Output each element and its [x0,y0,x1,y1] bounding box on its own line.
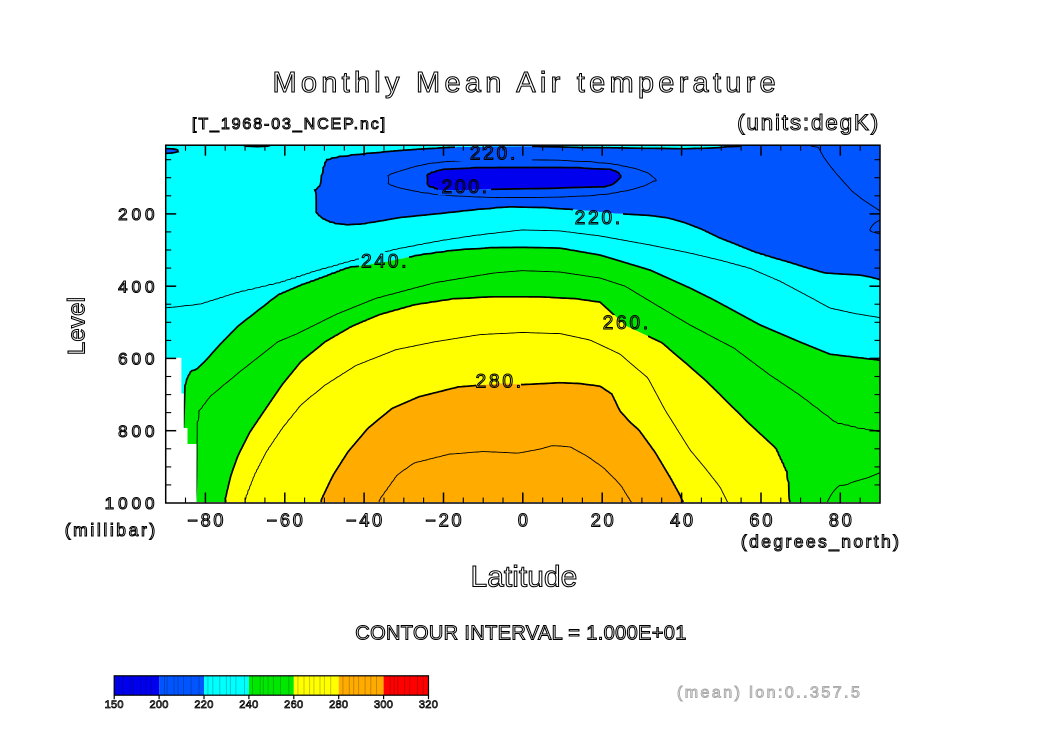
svg-text:400: 400 [118,277,158,296]
svg-text:240.: 240. [361,251,409,272]
svg-text:−40: −40 [346,511,385,531]
svg-text:Latitude: Latitude [471,561,578,594]
svg-text:150: 150 [105,699,124,711]
svg-text:(millibar): (millibar) [65,520,158,540]
svg-text:300: 300 [374,699,393,711]
svg-text:220.: 220. [575,208,623,229]
svg-text:220: 220 [194,699,213,711]
svg-text:1000: 1000 [105,494,159,513]
svg-text:Level: Level [64,297,91,355]
svg-text:280: 280 [329,699,348,711]
svg-text:Monthly Mean Air temperature: Monthly Mean Air temperature [272,67,779,99]
svg-text:280.: 280. [476,371,524,392]
svg-text:240: 240 [239,699,258,711]
svg-text:200: 200 [149,699,168,711]
svg-text:320: 320 [419,699,438,711]
svg-text:260: 260 [284,699,303,711]
svg-text:40: 40 [670,511,696,531]
svg-text:260.: 260. [603,313,651,334]
svg-text:600: 600 [118,350,158,369]
svg-text:CONTOUR INTERVAL = 1.000E+01: CONTOUR INTERVAL = 1.000E+01 [355,623,686,645]
svg-text:200: 200 [118,205,158,224]
svg-text:0: 0 [518,511,531,531]
svg-text:800: 800 [118,422,158,441]
svg-text:80: 80 [829,511,855,531]
svg-text:220.: 220. [470,144,518,165]
svg-text:200.: 200. [442,177,490,198]
svg-text:−20: −20 [425,511,464,531]
svg-text:(mean) lon:0..357.5: (mean) lon:0..357.5 [677,685,862,702]
svg-text:(units:degK): (units:degK) [737,110,880,135]
svg-text:(degrees_north): (degrees_north) [741,532,902,553]
svg-text:20: 20 [591,511,617,531]
svg-text:60: 60 [750,511,776,531]
svg-text:[T_1968-03_NCEP.nc]: [T_1968-03_NCEP.nc] [192,116,387,133]
svg-text:−80: −80 [187,511,226,531]
svg-text:−60: −60 [267,511,306,531]
